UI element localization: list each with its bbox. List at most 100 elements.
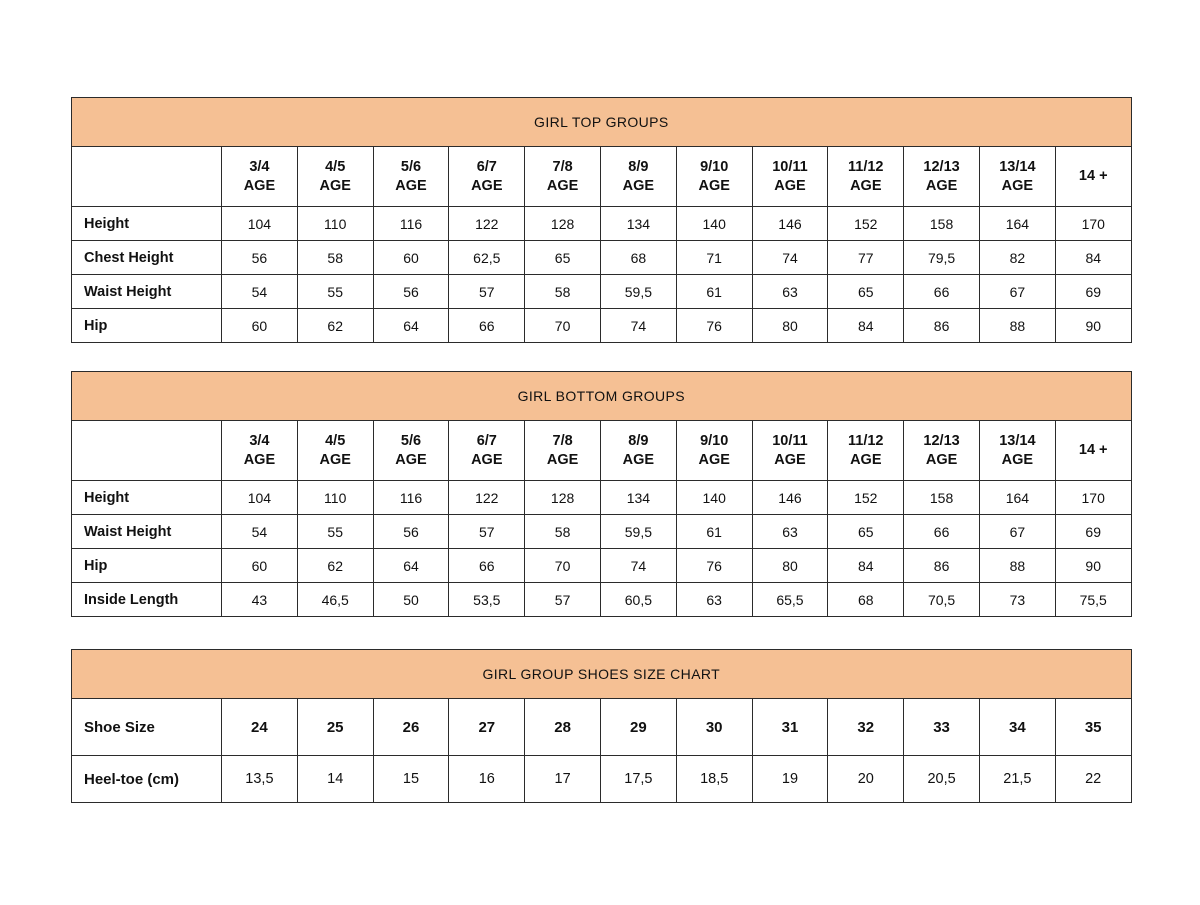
- cell-value: 158: [903, 480, 980, 515]
- cell-value: 15: [372, 755, 450, 803]
- table-row: Heel-toe (cm) 13,5 14 15 16 17 17,5 18,5…: [71, 755, 1132, 803]
- cell-value: 32: [827, 698, 905, 756]
- cell-value: 18,5: [675, 755, 753, 803]
- age-unit: AGE: [546, 177, 579, 194]
- cell-value: 65: [827, 514, 905, 549]
- cell-value: 58: [524, 514, 601, 549]
- age-unit: AGE: [774, 451, 806, 468]
- cell-value: 54: [221, 514, 298, 549]
- girl-bottom-groups-table: GIRL BOTTOM GROUPS 3/4 AGE 4/5 AGE 5/6 AGE …: [71, 371, 1132, 617]
- age-column-header: 14 +: [1054, 420, 1132, 481]
- age-unit: AGE: [319, 177, 351, 194]
- row-label: Shoe Size: [71, 698, 222, 756]
- cell-value: 76: [675, 548, 753, 583]
- cell-value: 29: [599, 698, 677, 756]
- cell-value: 26: [372, 698, 450, 756]
- cell-value: 13,5: [221, 755, 298, 803]
- age-range: 4/5: [325, 432, 346, 449]
- cell-value: 110: [296, 480, 374, 515]
- row-label: Hip: [71, 308, 222, 343]
- cell-value: 68: [599, 240, 677, 275]
- cell-value: 73: [978, 582, 1056, 617]
- table-row: Chest Height 56 58 60 62,5 65 68 71 74 7…: [71, 240, 1132, 275]
- age-unit: AGE: [850, 451, 882, 468]
- cell-value: 57: [524, 582, 601, 617]
- cell-value: 122: [448, 480, 526, 515]
- cell-value: 57: [448, 274, 526, 309]
- age-range: 6/7: [476, 158, 497, 175]
- row-label: Waist Height: [71, 514, 222, 549]
- cell-value: 110: [296, 206, 374, 241]
- cell-value: 152: [827, 480, 905, 515]
- age-column-header: 3/4 AGE: [221, 420, 298, 481]
- cell-value: 134: [599, 206, 677, 241]
- cell-value: 33: [903, 698, 980, 756]
- age-column-header: 11/12 AGE: [827, 420, 905, 481]
- row-label: Waist Height: [71, 274, 222, 309]
- table-row: Height 104 110 116 122 128 134 140 146 1…: [71, 206, 1132, 241]
- cell-value: 66: [903, 274, 980, 309]
- cell-value: 84: [827, 548, 905, 583]
- cell-value: 66: [448, 548, 526, 583]
- age-unit: AGE: [546, 451, 579, 468]
- age-column-header: 13/14 AGE: [978, 146, 1056, 207]
- age-unit: AGE: [395, 177, 427, 194]
- cell-value: 70,5: [903, 582, 980, 617]
- age-unit: AGE: [925, 451, 958, 468]
- cell-value: 104: [221, 480, 298, 515]
- cell-value: 66: [903, 514, 980, 549]
- cell-value: 20,5: [903, 755, 980, 803]
- cell-value: 68: [827, 582, 905, 617]
- cell-value: 134: [599, 480, 677, 515]
- cell-value: 140: [675, 480, 753, 515]
- age-column-header: 6/7 AGE: [448, 146, 526, 207]
- row-label: Height: [71, 206, 222, 241]
- age-unit: AGE: [395, 451, 427, 468]
- cell-value: 71: [675, 240, 753, 275]
- cell-value: 90: [1054, 308, 1132, 343]
- cell-value: 74: [751, 240, 829, 275]
- cell-value: 55: [296, 514, 374, 549]
- cell-value: 104: [221, 206, 298, 241]
- age-column-header: 7/8 AGE: [524, 146, 601, 207]
- cell-value: 59,5: [599, 514, 677, 549]
- age-unit: AGE: [1001, 451, 1034, 468]
- cell-value: 77: [827, 240, 905, 275]
- age-column-header: 6/7 AGE: [448, 420, 526, 481]
- cell-value: 59,5: [599, 274, 677, 309]
- cell-value: 69: [1054, 274, 1132, 309]
- age-range: 7/8: [552, 432, 573, 449]
- cell-value: 90: [1054, 548, 1132, 583]
- cell-value: 27: [448, 698, 526, 756]
- cell-value: 34: [978, 698, 1056, 756]
- cell-value: 63: [751, 274, 829, 309]
- age-range: 14 +: [1078, 168, 1108, 185]
- cell-value: 61: [675, 514, 753, 549]
- cell-value: 35: [1054, 698, 1132, 756]
- cell-value: 67: [978, 514, 1056, 549]
- cell-value: 19: [751, 755, 829, 803]
- cell-value: 75,5: [1054, 582, 1132, 617]
- age-range: 3/4: [249, 432, 270, 449]
- row-label: Height: [71, 480, 222, 515]
- cell-value: 69: [1054, 514, 1132, 549]
- age-unit: AGE: [698, 451, 730, 468]
- cell-value: 74: [599, 548, 677, 583]
- cell-value: 24: [221, 698, 298, 756]
- cell-value: 116: [372, 480, 450, 515]
- age-column-header: 14 +: [1054, 146, 1132, 207]
- corner-blank-cell: [71, 146, 222, 207]
- cell-value: 65: [827, 274, 905, 309]
- cell-value: 17,5: [599, 755, 677, 803]
- cell-value: 46,5: [296, 582, 374, 617]
- age-range: 10/11: [772, 432, 808, 449]
- cell-value: 88: [978, 308, 1056, 343]
- cell-value: 79,5: [903, 240, 980, 275]
- age-unit: AGE: [622, 177, 655, 194]
- age-column-header: 12/13 AGE: [903, 420, 980, 481]
- table-row: Inside Length 43 46,5 50 53,5 57 60,5 63…: [71, 582, 1132, 617]
- cell-value: 152: [827, 206, 905, 241]
- cell-value: 62: [296, 308, 374, 343]
- cell-value: 60: [221, 308, 298, 343]
